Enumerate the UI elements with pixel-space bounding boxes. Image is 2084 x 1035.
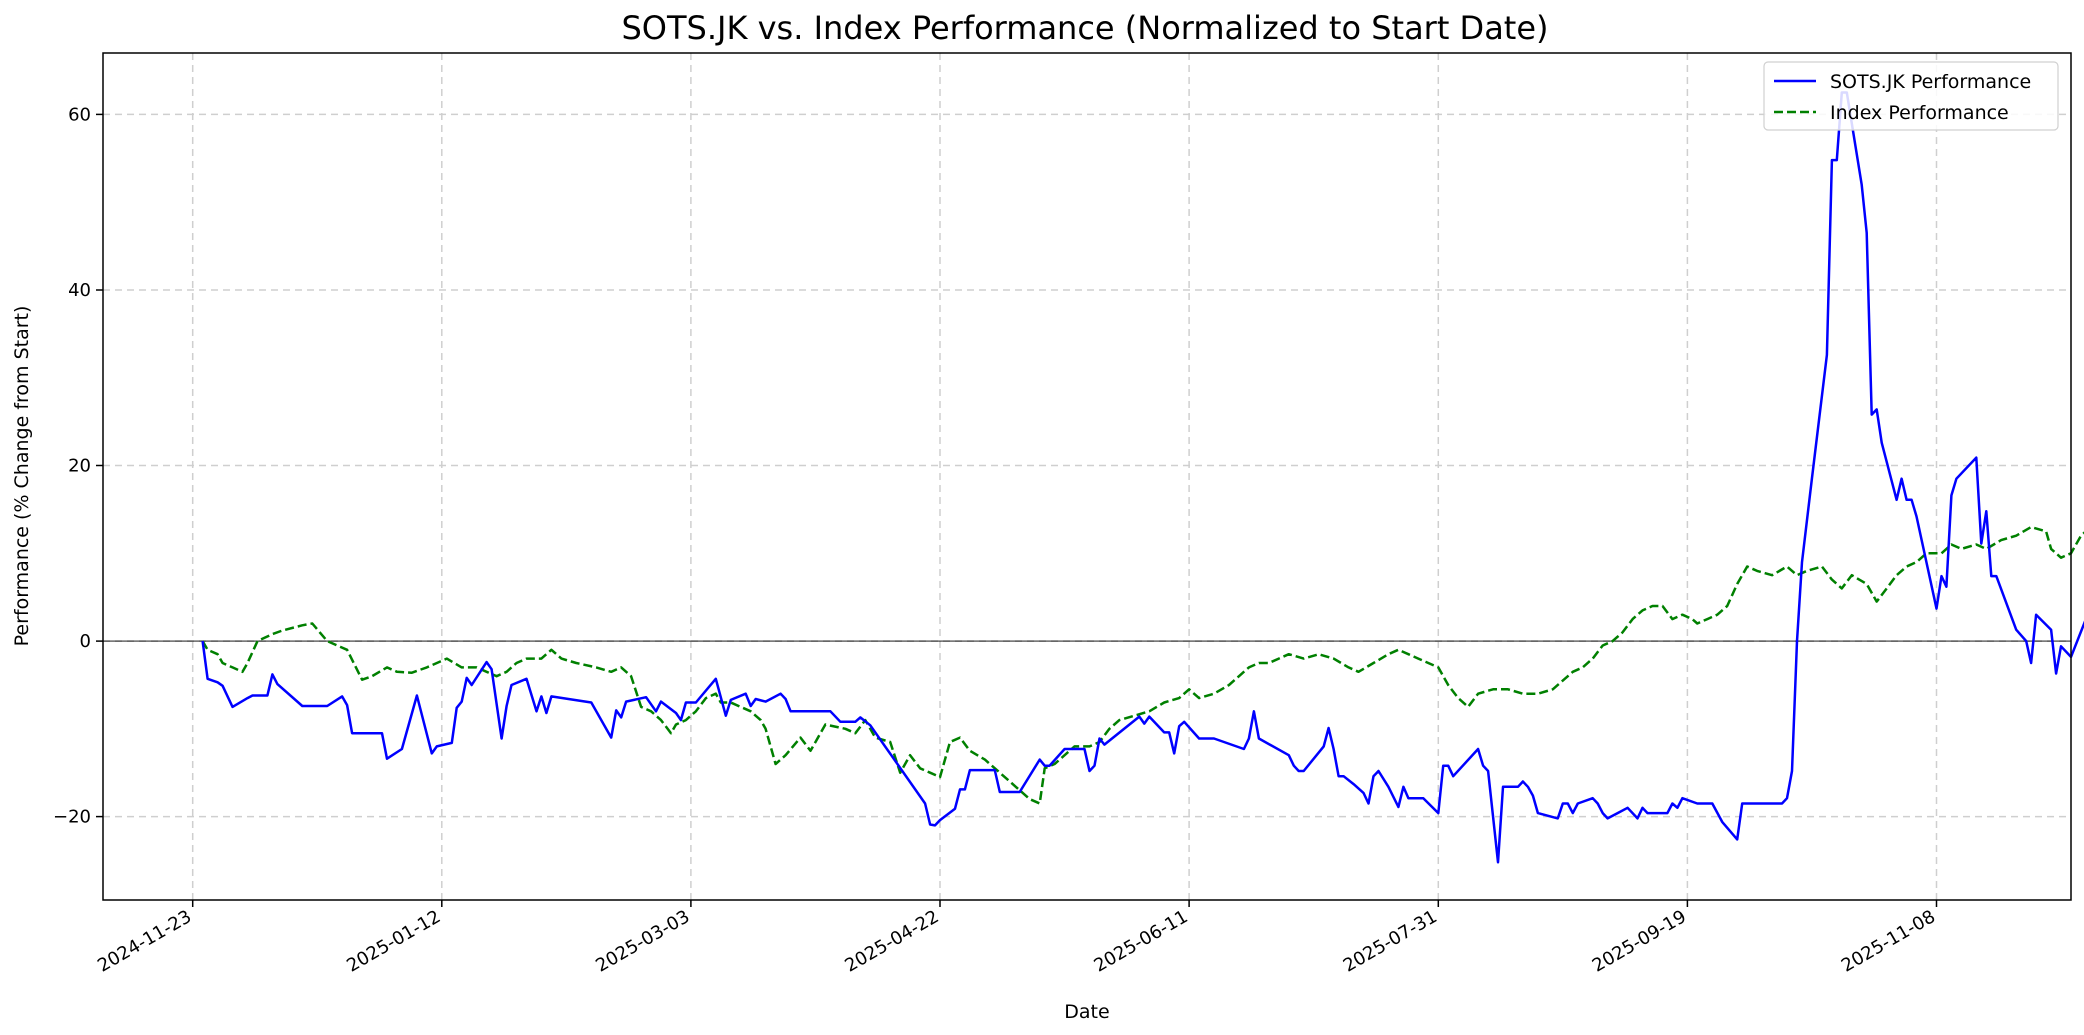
y-tick-label: 0 [80,631,91,652]
plot-frame [102,52,2072,901]
series-lines [201,91,2084,864]
legend-label-sots: SOTS.JK Performance [1830,71,2031,93]
legend: SOTS.JK Performance Index Performance [1763,61,2059,131]
grid-lines [103,53,2071,900]
x-axis-label: Date [1064,1001,1109,1023]
chart-title: SOTS.JK vs. Index Performance (Normalize… [621,9,1548,47]
sots-performance-line [201,91,2084,864]
y-tick-label: 40 [68,280,91,301]
y-axis: −20 0 20 40 60 [53,104,103,828]
y-tick-label: −20 [53,807,91,828]
y-axis-label: Performance (% Change from Start) [11,306,33,647]
y-tick-label: 60 [68,104,91,125]
legend-box [1763,61,2059,131]
y-tick-label: 20 [68,456,91,477]
legend-label-index: Index Performance [1830,102,2009,124]
index-performance-line [201,525,2084,805]
